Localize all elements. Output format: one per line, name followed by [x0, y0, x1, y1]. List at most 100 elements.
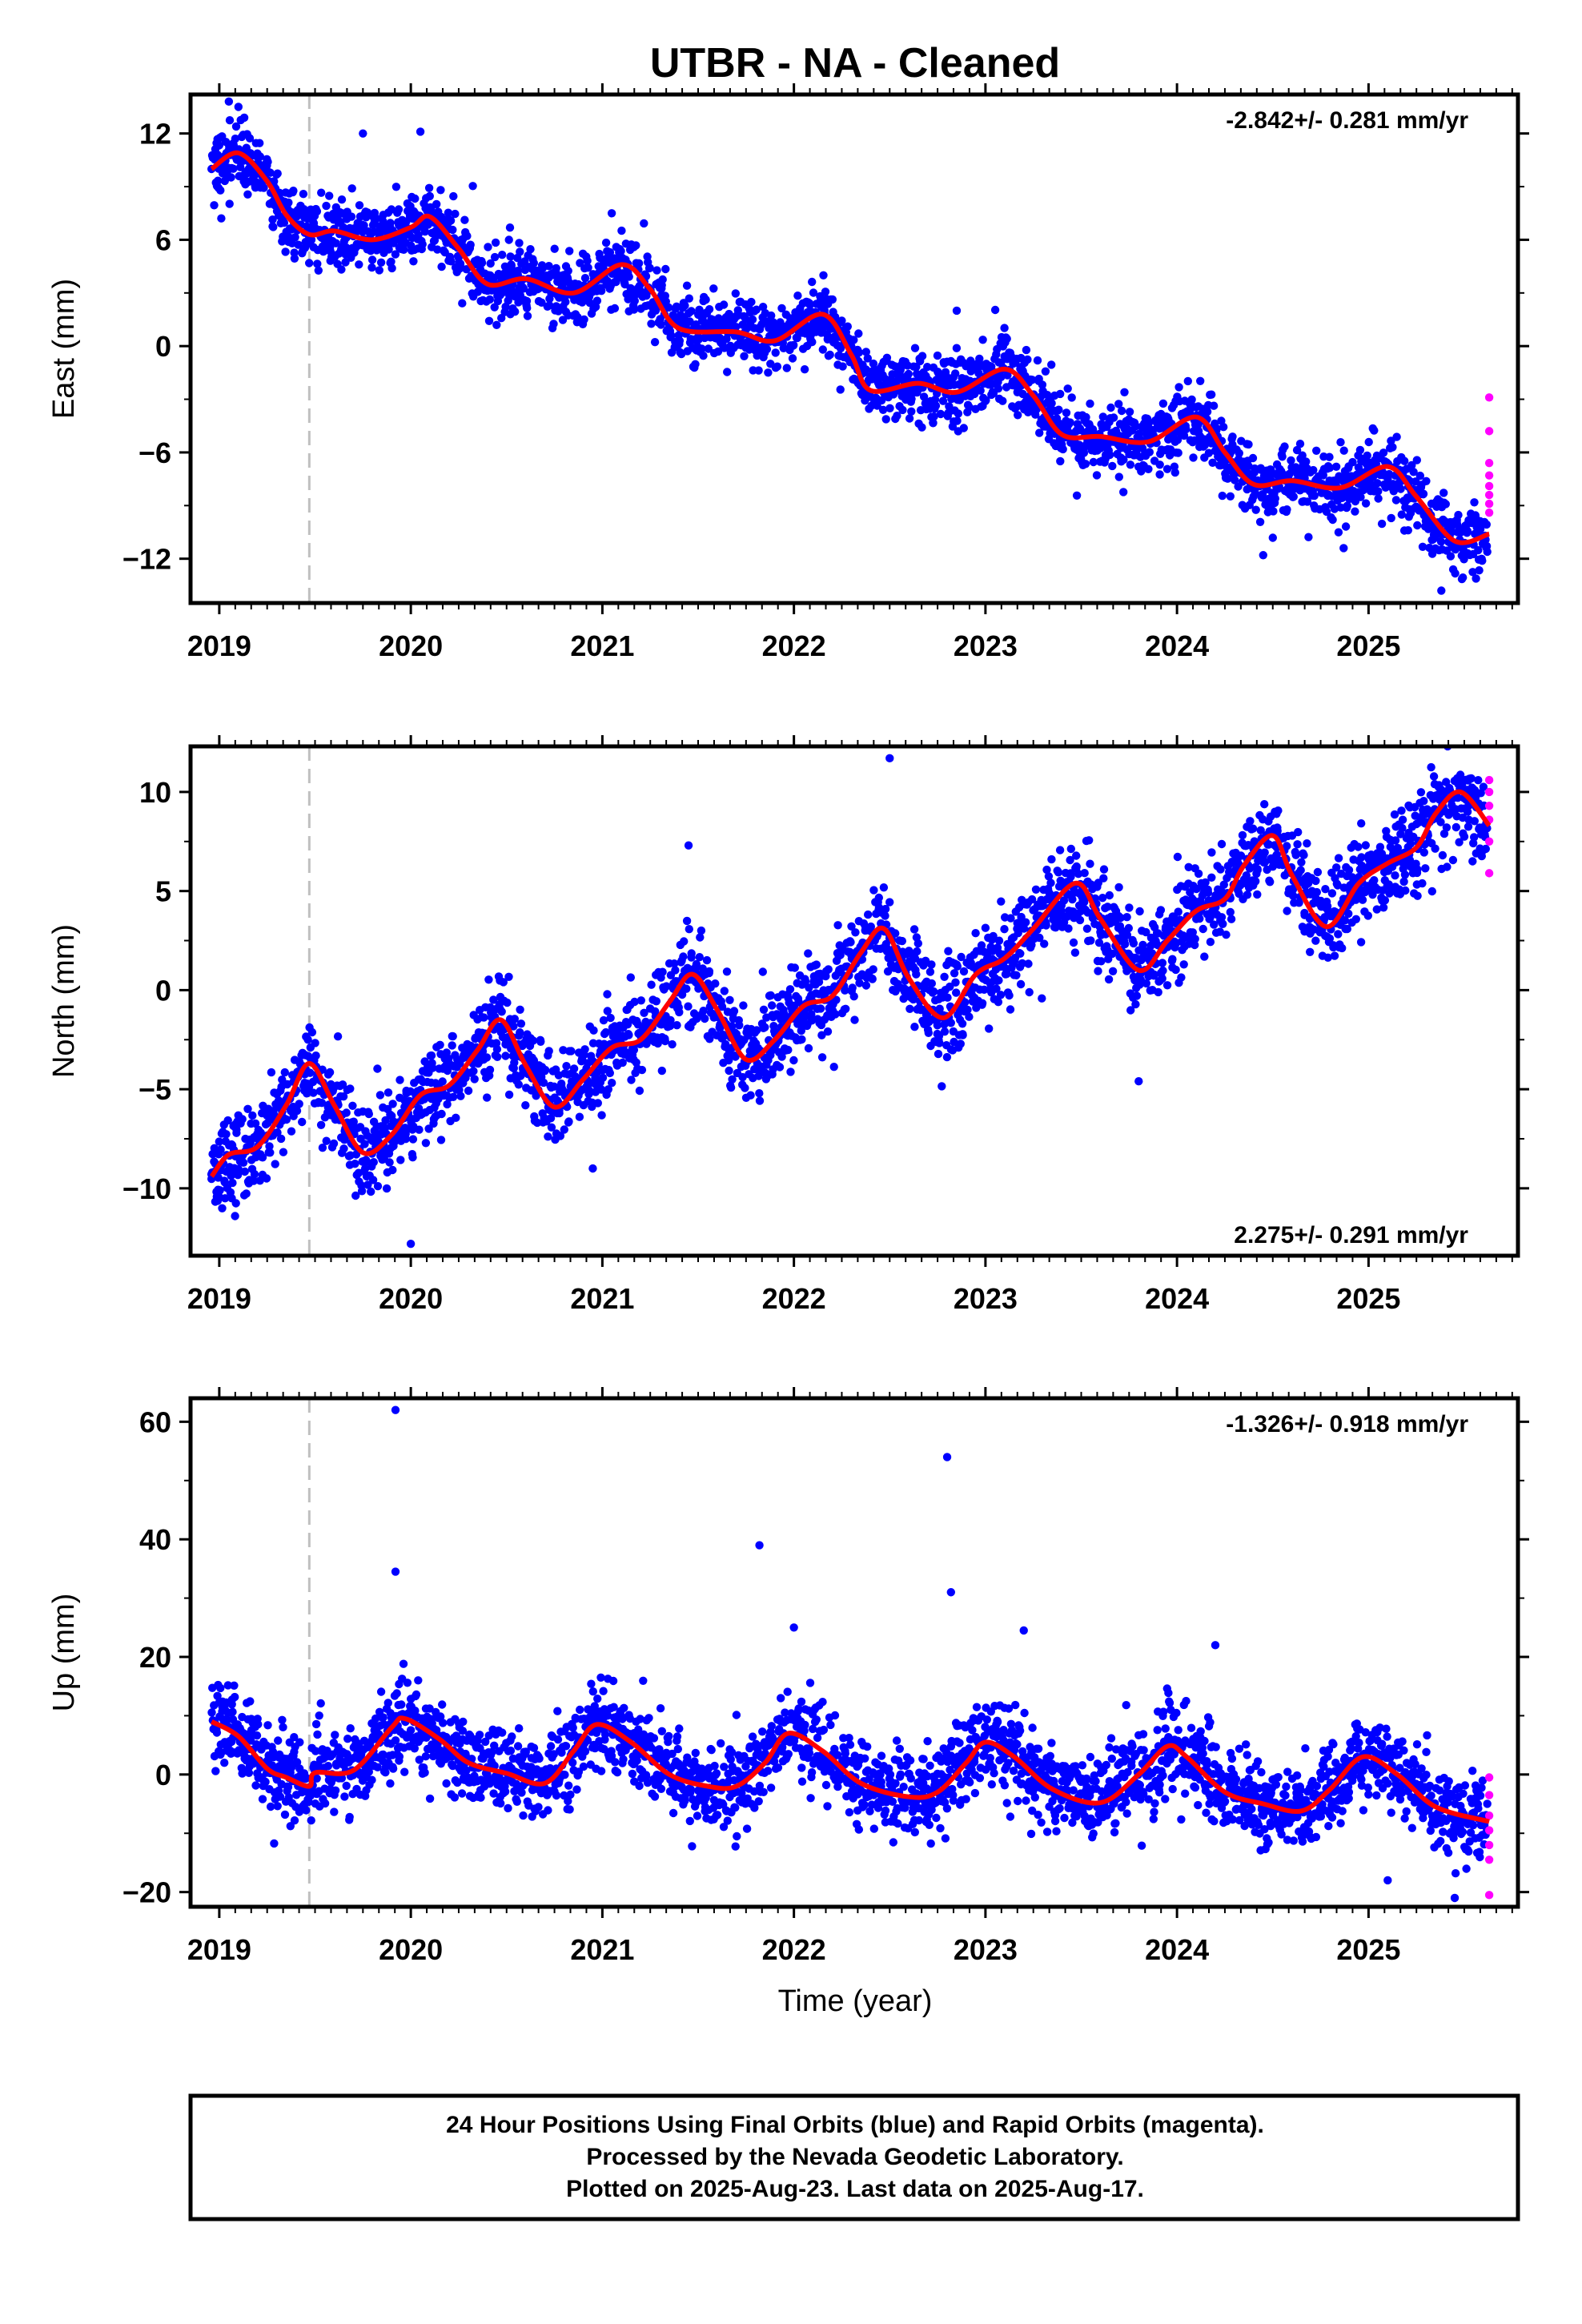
final-point [1235, 448, 1244, 458]
final-point [1006, 914, 1015, 923]
final-point [943, 993, 952, 1002]
final-point [854, 329, 863, 338]
final-point [946, 1019, 956, 1027]
final-point [748, 315, 757, 324]
final-point [1374, 494, 1383, 503]
final-point [550, 244, 559, 253]
final-point [1283, 505, 1291, 514]
final-point [368, 1176, 378, 1184]
final-point [1391, 496, 1401, 505]
final-point [1472, 574, 1480, 583]
final-point [599, 1015, 608, 1025]
final-point [504, 972, 513, 982]
final-point [1040, 939, 1049, 948]
final-point [1328, 515, 1337, 525]
final-point [1027, 940, 1036, 950]
final-point [318, 1144, 327, 1152]
final-point [456, 1092, 465, 1100]
final-point [339, 1144, 348, 1153]
final-point [705, 968, 713, 978]
final-point [747, 297, 756, 307]
final-point [564, 1117, 573, 1126]
final-point [243, 1104, 252, 1114]
final-point [1122, 931, 1132, 939]
rapid-point [1484, 427, 1494, 436]
final-point [833, 921, 842, 930]
final-point [677, 990, 687, 999]
final-point [1266, 878, 1275, 887]
final-point [935, 1039, 944, 1047]
final-point [456, 260, 465, 269]
final-point [250, 1170, 259, 1179]
final-point [504, 1090, 514, 1100]
final-point [351, 1160, 359, 1168]
final-point [687, 307, 696, 316]
final-point [1228, 432, 1237, 441]
final-point [1174, 448, 1182, 457]
final-point [1066, 855, 1074, 865]
final-point [348, 1101, 357, 1111]
final-point [1082, 924, 1092, 933]
final-point [268, 215, 277, 224]
final-point [1280, 442, 1289, 451]
final-point [565, 247, 574, 255]
final-point [1248, 453, 1258, 463]
final-point [1145, 448, 1154, 456]
final-point [1054, 868, 1063, 877]
y-tick-label: 0 [155, 330, 171, 363]
final-point [1114, 472, 1124, 481]
final-point [624, 272, 633, 281]
final-point [855, 979, 864, 987]
final-point [382, 1184, 391, 1193]
final-point [243, 190, 252, 199]
final-point [682, 916, 692, 926]
final-point [546, 1114, 556, 1123]
final-point [933, 351, 942, 360]
final-point [809, 288, 818, 297]
final-point [333, 1032, 343, 1041]
final-point [1470, 498, 1479, 507]
final-point [1325, 464, 1335, 472]
final-point [592, 296, 602, 305]
final-point [1409, 468, 1418, 476]
x-tick-label: 2022 [762, 629, 826, 662]
final-point [511, 308, 520, 316]
final-point [650, 338, 660, 347]
final-point [210, 201, 219, 210]
final-point [1177, 973, 1186, 982]
final-point [1325, 452, 1334, 461]
final-point [229, 164, 238, 173]
final-point [281, 247, 290, 256]
final-point [1322, 507, 1331, 517]
final-point [1370, 426, 1379, 435]
final-point [897, 936, 907, 946]
final-point [428, 1063, 437, 1072]
final-point [667, 331, 676, 340]
final-point [673, 1021, 681, 1030]
final-point [1441, 500, 1451, 509]
final-point [1436, 537, 1446, 546]
final-point [424, 183, 434, 192]
final-point [773, 362, 782, 371]
final-point [215, 141, 223, 150]
final-point [1468, 568, 1477, 577]
east-frame [188, 92, 1520, 605]
final-point [303, 1089, 311, 1098]
final-point [1478, 557, 1487, 565]
final-point [1255, 517, 1265, 526]
final-point [1058, 444, 1067, 454]
final-point [279, 219, 289, 227]
final-point [1104, 975, 1114, 984]
final-point [1183, 376, 1193, 386]
final-point [1002, 334, 1011, 344]
x-tick-label: 2020 [379, 629, 443, 662]
final-point [1056, 456, 1065, 466]
final-point [294, 240, 303, 249]
final-point [923, 363, 932, 372]
final-point [1080, 869, 1089, 878]
final-point [519, 284, 528, 293]
final-point [881, 911, 889, 920]
final-point [957, 952, 966, 962]
final-point [1379, 448, 1388, 457]
final-point [214, 176, 223, 185]
